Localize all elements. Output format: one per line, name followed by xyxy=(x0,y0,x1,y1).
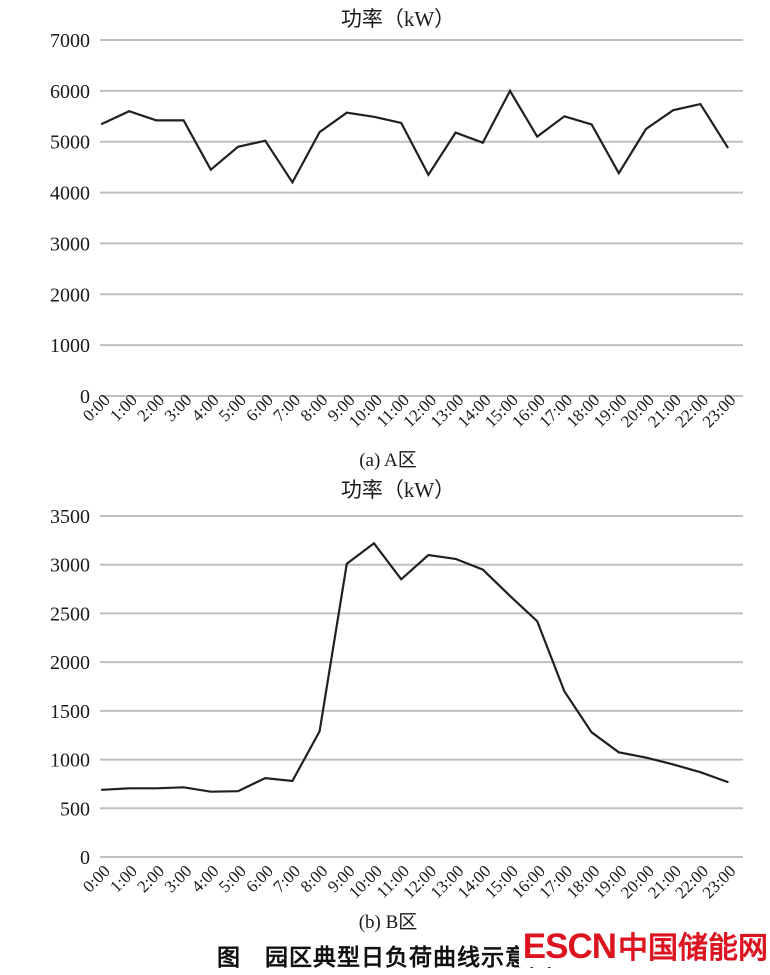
x-axis-tick-label: 3:00 xyxy=(161,861,196,896)
y-axis-tick-label: 1000 xyxy=(50,750,90,772)
escn-logo-chinese: 中国储能网 xyxy=(618,932,768,965)
y-axis-tick-label: 0 xyxy=(80,386,90,408)
x-axis-tick-label: 8:00 xyxy=(297,861,332,896)
y-axis-tick-label: 1000 xyxy=(50,335,90,357)
y-axis-tick-label: 6000 xyxy=(50,81,90,103)
power-chart-b: 05001000150020002500300035000:001:002:00… xyxy=(50,478,743,933)
y-axis-tick-label: 1500 xyxy=(50,701,90,723)
figure-caption: 图 园区典型日负荷曲线示意图 xyxy=(217,944,553,970)
caption-row: 图 园区典型日负荷曲线示意图 ESCN中国储能网 xyxy=(0,923,770,975)
escn-logo: ESCN中国储能网 xyxy=(518,923,768,967)
y-axis-tick-label: 500 xyxy=(60,798,90,820)
chart-b-block: 0 500 1000 1500 2000 2500 3000 3500 0:00 1:00 2:00… xyxy=(0,472,770,933)
x-axis-tick-label: 7:00 xyxy=(269,861,304,896)
load-curve-line xyxy=(100,541,729,793)
y-axis-tick-label: 0 xyxy=(80,847,90,869)
power-chart-a: 010002000300040005000600070000:001:002:0… xyxy=(50,7,743,471)
x-axis-tick-label: 1:00 xyxy=(106,861,141,896)
x-axis-tick-label: 2:00 xyxy=(133,861,168,896)
chart-title: 功率（kW） xyxy=(341,478,455,502)
x-axis-tick-label: 5:00 xyxy=(215,861,250,896)
chart-a-block: 0 1000 2000 3000 4000 5000 6000 7000 0:00 1:00 2:0… xyxy=(0,0,770,472)
y-axis-tick-label: 2000 xyxy=(50,284,90,306)
chart-sublabel: (a) A区 xyxy=(359,450,417,471)
x-axis-tick-label: 6:00 xyxy=(242,861,277,896)
y-axis-tick-label: 2500 xyxy=(50,603,90,625)
y-axis-tick-label: 5000 xyxy=(50,132,90,154)
x-axis-tick-label: 4:00 xyxy=(188,861,223,896)
y-axis-tick-label: 4000 xyxy=(50,183,90,205)
chart-sublabel: (b) B区 xyxy=(359,912,418,933)
y-axis-tick-label: 2000 xyxy=(50,652,90,674)
y-axis-tick-label: 7000 xyxy=(50,30,90,52)
load-curve-line xyxy=(100,88,729,185)
y-axis-tick-label: 3000 xyxy=(50,555,90,577)
y-axis-tick-label: 3500 xyxy=(50,506,90,528)
chart-title: 功率（kW） xyxy=(341,7,455,31)
escn-logo-latin: ESCN xyxy=(522,927,617,966)
y-axis-tick-label: 3000 xyxy=(50,233,90,255)
